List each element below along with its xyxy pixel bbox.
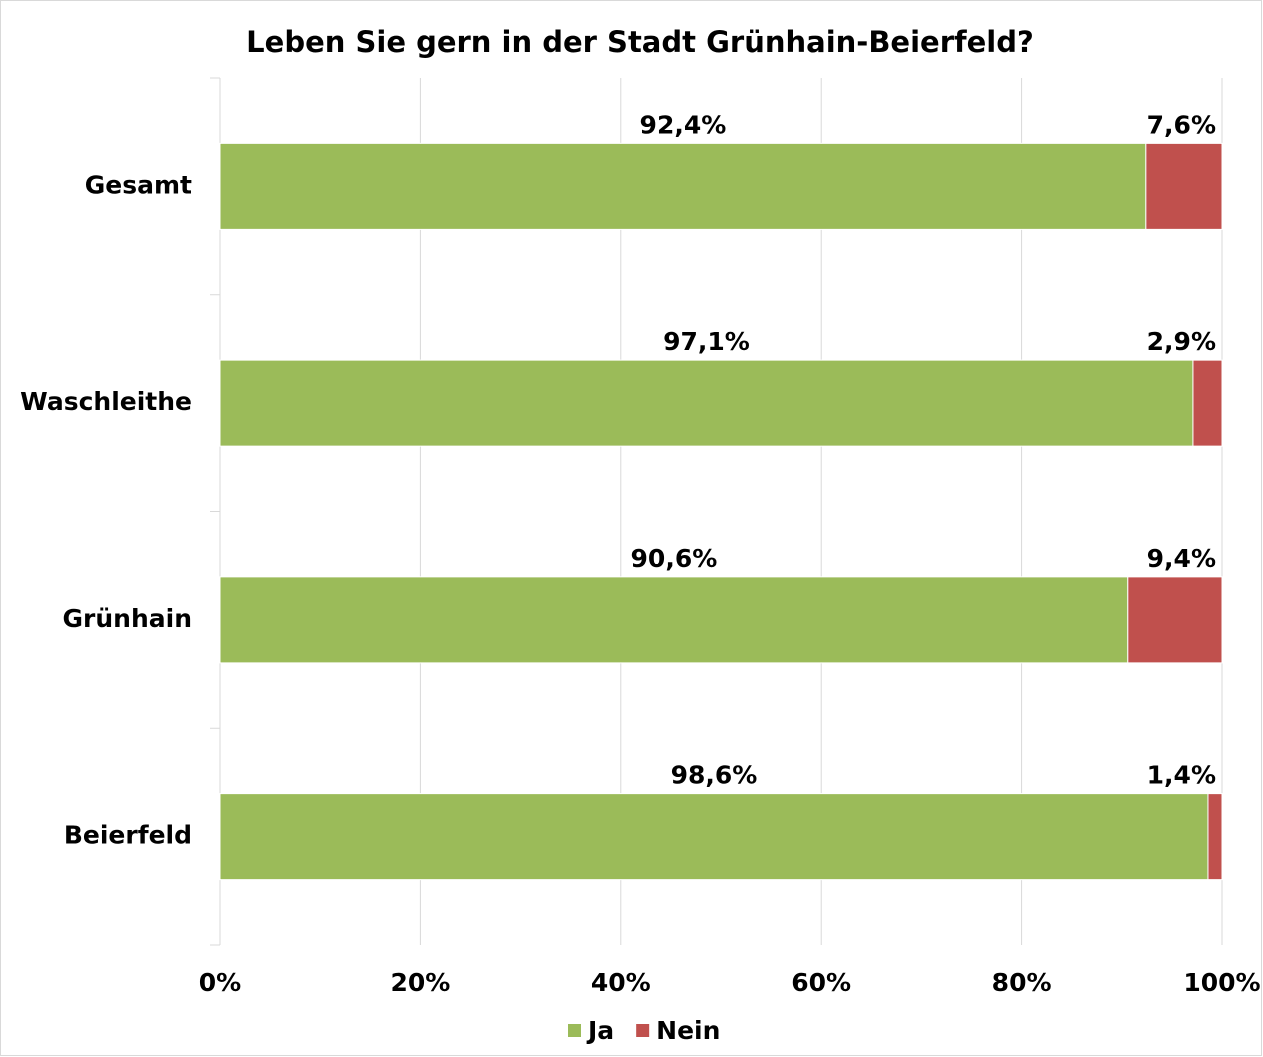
x-tick-label: 60% [791, 968, 851, 997]
x-tick-label: 40% [591, 968, 651, 997]
bar-segment [219, 793, 1209, 881]
y-tick-label: Waschleithe [20, 387, 192, 416]
chart-title: Leben Sie gern in der Stadt Grünhain-Bei… [246, 25, 1034, 59]
data-label: 7,6% [1147, 110, 1216, 139]
bar-segment [219, 142, 1147, 230]
data-label: 97,1% [663, 327, 750, 356]
x-tick-label: 80% [992, 968, 1052, 997]
bar-segment [1145, 142, 1223, 230]
x-tick-label: 100% [1183, 968, 1260, 997]
data-label: 90,6% [631, 544, 718, 573]
y-tick-label: Beierfeld [64, 821, 192, 850]
legend-label: Ja [586, 1016, 614, 1045]
data-label: 2,9% [1147, 327, 1216, 356]
bar-segment [219, 576, 1129, 664]
y-tick-label: Gesamt [85, 170, 192, 199]
legend-swatch [636, 1024, 650, 1037]
bar-segment [1192, 359, 1223, 447]
legend-swatch [568, 1024, 581, 1037]
data-label: 9,4% [1147, 544, 1216, 573]
x-tick-label: 20% [390, 968, 450, 997]
bar-segment [1127, 576, 1223, 664]
y-tick-label: Grünhain [63, 604, 192, 633]
data-label: 1,4% [1147, 761, 1216, 790]
legend-label: Nein [656, 1016, 720, 1045]
x-tick-label: 0% [199, 968, 241, 997]
data-label: 98,6% [671, 761, 758, 790]
data-label: 92,4% [640, 110, 727, 139]
bar-segment [219, 359, 1194, 447]
bar-segment [1207, 793, 1223, 881]
